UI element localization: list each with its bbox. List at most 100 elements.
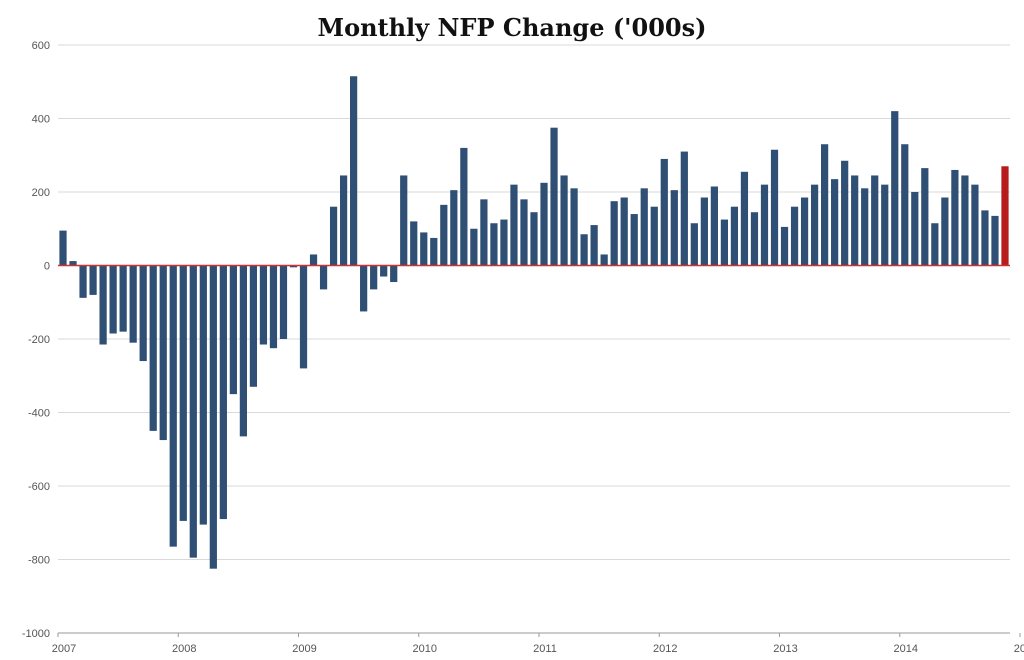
- bar: [400, 175, 408, 266]
- x-tick-label: 2008: [172, 643, 196, 655]
- bar: [520, 199, 528, 266]
- x-tick-label: 2014: [894, 643, 918, 655]
- y-tick-label: 400: [32, 114, 50, 126]
- x-tick-label: 2011: [533, 643, 557, 655]
- bar: [570, 188, 578, 266]
- x-tick-label: 2009: [292, 643, 316, 655]
- bar: [229, 265, 237, 395]
- bar: [69, 261, 77, 266]
- bar: [530, 212, 538, 266]
- bar: [630, 214, 638, 266]
- bar: [420, 232, 428, 266]
- bar: [921, 168, 929, 266]
- bar: [780, 226, 789, 266]
- bar: [710, 186, 718, 266]
- latest-bar: [1001, 166, 1009, 266]
- bar: [650, 206, 658, 266]
- bar: [790, 206, 799, 266]
- bar: [279, 265, 288, 339]
- bar: [720, 219, 729, 266]
- bar: [881, 184, 889, 266]
- x-tick-label: 2007: [52, 643, 76, 655]
- bar: [99, 265, 107, 345]
- bar: [259, 265, 268, 345]
- bar: [800, 197, 809, 266]
- bar: [169, 265, 177, 547]
- y-tick-label: -1000: [22, 628, 50, 640]
- bar: [490, 223, 498, 266]
- bar: [931, 223, 939, 266]
- bar: [821, 144, 829, 266]
- bar: [951, 169, 959, 266]
- y-tick-label: 600: [32, 40, 50, 52]
- bar: [730, 206, 739, 266]
- bar: [810, 184, 819, 266]
- bar: [620, 197, 628, 266]
- bar: [700, 197, 708, 266]
- bar: [590, 225, 598, 266]
- bar-series: [59, 76, 1009, 569]
- y-tick-label: -800: [28, 555, 50, 567]
- bar: [580, 234, 588, 266]
- bar: [991, 215, 999, 266]
- bar: [871, 175, 879, 266]
- x-tick-label: 2015: [1014, 643, 1024, 655]
- bar: [390, 265, 398, 283]
- bar: [901, 144, 909, 266]
- bar: [269, 265, 278, 349]
- bar: [981, 210, 989, 266]
- bar: [189, 265, 197, 558]
- bar: [460, 147, 468, 266]
- bar: [380, 265, 388, 277]
- y-tick-label: 0: [44, 261, 50, 273]
- bar: [209, 265, 217, 569]
- bar: [239, 265, 247, 437]
- bar: [360, 265, 368, 312]
- bar: [89, 265, 97, 295]
- bar: [510, 184, 518, 266]
- bar: [79, 265, 87, 298]
- bar: [961, 175, 969, 266]
- bar: [550, 127, 558, 266]
- bar: [670, 190, 678, 266]
- bar: [249, 265, 258, 387]
- bar: [660, 158, 668, 266]
- bar: [219, 265, 227, 520]
- y-axis-ticks: 600 400 200 0 -200 -400 -600 -800 -1000: [22, 40, 50, 640]
- chart-title: Monthly NFP Change ('000s): [318, 13, 707, 42]
- bar: [640, 188, 648, 266]
- bar: [971, 184, 979, 266]
- x-tick-label: 2012: [653, 643, 677, 655]
- bar: [470, 228, 478, 266]
- bar: [760, 184, 769, 266]
- bar: [199, 265, 207, 525]
- bar: [139, 265, 147, 362]
- bar: [861, 188, 869, 266]
- bar: [329, 206, 338, 266]
- y-tick-label: -400: [28, 408, 50, 420]
- y-tick-label: -600: [28, 481, 50, 493]
- bar: [600, 254, 608, 266]
- bar: [680, 151, 688, 266]
- bar: [370, 265, 378, 290]
- bar: [750, 212, 759, 266]
- bar: [299, 265, 308, 369]
- bar: [740, 171, 749, 266]
- y-tick-label: 200: [32, 187, 50, 199]
- bar: [911, 192, 919, 266]
- bar: [119, 265, 127, 332]
- bar: [109, 265, 117, 334]
- bar: [309, 254, 318, 266]
- bar: [891, 111, 899, 266]
- axes: [58, 264, 1010, 634]
- bar: [831, 179, 839, 266]
- y-tick-label: -200: [28, 334, 50, 346]
- bar: [480, 199, 488, 266]
- bar: [430, 237, 438, 266]
- bar: [560, 175, 568, 266]
- x-tick-label: 2013: [773, 643, 797, 655]
- bar: [339, 175, 348, 266]
- bar: [500, 219, 508, 266]
